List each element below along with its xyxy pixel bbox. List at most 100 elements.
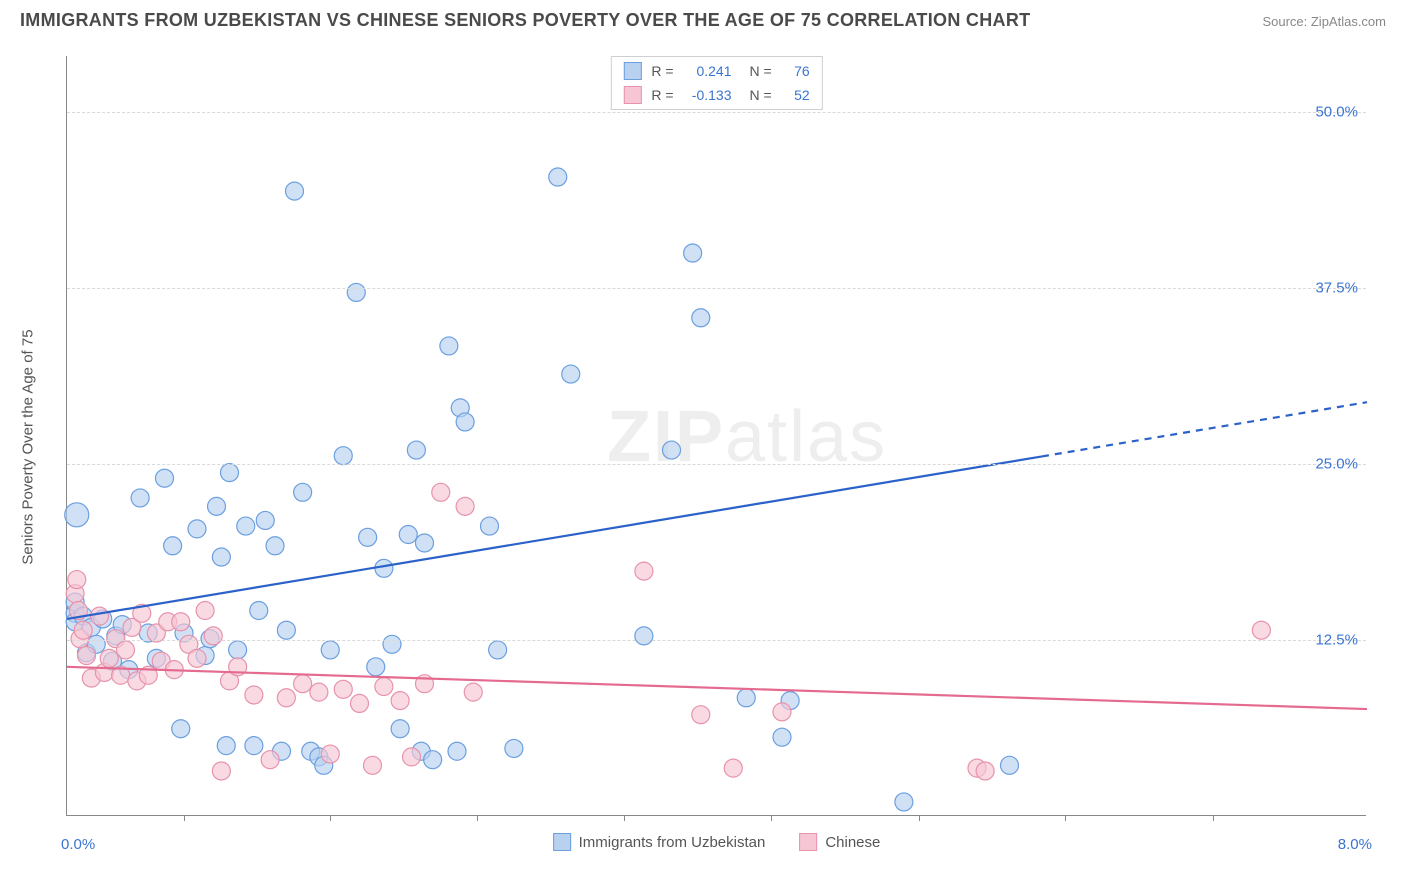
data-point [78, 647, 96, 665]
legend-swatch [799, 833, 817, 851]
data-point [100, 649, 118, 667]
data-point [724, 759, 742, 777]
scatter-svg [67, 56, 1366, 815]
source-name: ZipAtlas.com [1311, 14, 1386, 29]
data-point [261, 751, 279, 769]
data-point [245, 737, 263, 755]
data-point [91, 607, 109, 625]
y-tick-label: 37.5% [1315, 280, 1358, 297]
data-point [692, 706, 710, 724]
data-point [391, 692, 409, 710]
y-tick-label: 12.5% [1315, 632, 1358, 649]
data-point [65, 503, 89, 527]
data-point [359, 528, 377, 546]
data-point [188, 649, 206, 667]
data-point [286, 182, 304, 200]
legend-swatch [623, 86, 641, 104]
y-axis-title: Seniors Poverty Over the Age of 75 [20, 329, 37, 564]
data-point [172, 720, 190, 738]
regression-line-extrapolated [1042, 402, 1367, 456]
data-point [489, 641, 507, 659]
data-point [383, 635, 401, 653]
legend-swatch [623, 62, 641, 80]
data-point [334, 447, 352, 465]
n-value: 52 [782, 87, 810, 103]
data-point [895, 793, 913, 811]
data-point [505, 739, 523, 757]
data-point [221, 464, 239, 482]
x-tick [771, 815, 772, 821]
regression-line [67, 667, 1367, 709]
legend-correlation: R = 0.241 N = 76 R = -0.133 N = 52 [610, 56, 822, 110]
data-point [464, 683, 482, 701]
data-point [351, 694, 369, 712]
data-point [976, 762, 994, 780]
data-point [481, 517, 499, 535]
data-point [266, 537, 284, 555]
data-point [256, 511, 274, 529]
gridline-h [67, 288, 1366, 289]
y-tick-label: 25.0% [1315, 456, 1358, 473]
data-point [635, 627, 653, 645]
r-label: R = [651, 87, 673, 103]
n-label: N = [750, 63, 772, 79]
data-point [294, 675, 312, 693]
plot-area: ZIPatlas R =0.241N =76R =-0.133N =52 Imm… [66, 56, 1366, 816]
data-point [117, 641, 135, 659]
data-point [277, 689, 295, 707]
x-tick [624, 815, 625, 821]
data-point [164, 537, 182, 555]
data-point [347, 283, 365, 301]
data-point [692, 309, 710, 327]
data-point [367, 658, 385, 676]
x-tick [1065, 815, 1066, 821]
data-point [456, 497, 474, 515]
gridline-h [67, 112, 1366, 113]
x-tick [1213, 815, 1214, 821]
data-point [74, 621, 92, 639]
data-point [188, 520, 206, 538]
x-axis-max-label: 8.0% [1338, 836, 1372, 853]
legend-series-item: Chinese [799, 833, 880, 851]
r-value: -0.133 [684, 87, 732, 103]
legend-series-label: Chinese [825, 834, 880, 851]
data-point [448, 742, 466, 760]
data-point [204, 627, 222, 645]
data-point [212, 762, 230, 780]
legend-series-label: Immigrants from Uzbekistan [579, 834, 766, 851]
regression-line [67, 456, 1042, 619]
data-point [737, 689, 755, 707]
data-point [277, 621, 295, 639]
legend-correlation-row: R = -0.133 N = 52 [611, 83, 821, 107]
data-point [773, 728, 791, 746]
legend-series: Immigrants from Uzbekistan Chinese [553, 833, 881, 851]
data-point [321, 745, 339, 763]
data-point [212, 548, 230, 566]
data-point [1252, 621, 1270, 639]
r-label: R = [651, 63, 673, 79]
data-point [375, 678, 393, 696]
chart-title: IMMIGRANTS FROM UZBEKISTAN VS CHINESE SE… [20, 10, 1030, 31]
data-point [773, 703, 791, 721]
data-point [562, 365, 580, 383]
data-point [294, 483, 312, 501]
data-point [68, 571, 86, 589]
data-point [432, 483, 450, 501]
gridline-h [67, 640, 1366, 641]
data-point [456, 413, 474, 431]
x-tick [477, 815, 478, 821]
data-point [440, 337, 458, 355]
data-point [1001, 756, 1019, 774]
source-attribution: Source: ZipAtlas.com [1262, 14, 1386, 29]
legend-correlation-row: R = 0.241 N = 76 [611, 59, 821, 83]
n-label: N = [750, 87, 772, 103]
gridline-h [67, 464, 1366, 465]
data-point [549, 168, 567, 186]
data-point [196, 602, 214, 620]
r-value: 0.241 [684, 63, 732, 79]
n-value: 76 [782, 63, 810, 79]
y-tick-label: 50.0% [1315, 104, 1358, 121]
data-point [416, 534, 434, 552]
data-point [310, 683, 328, 701]
data-point [156, 469, 174, 487]
